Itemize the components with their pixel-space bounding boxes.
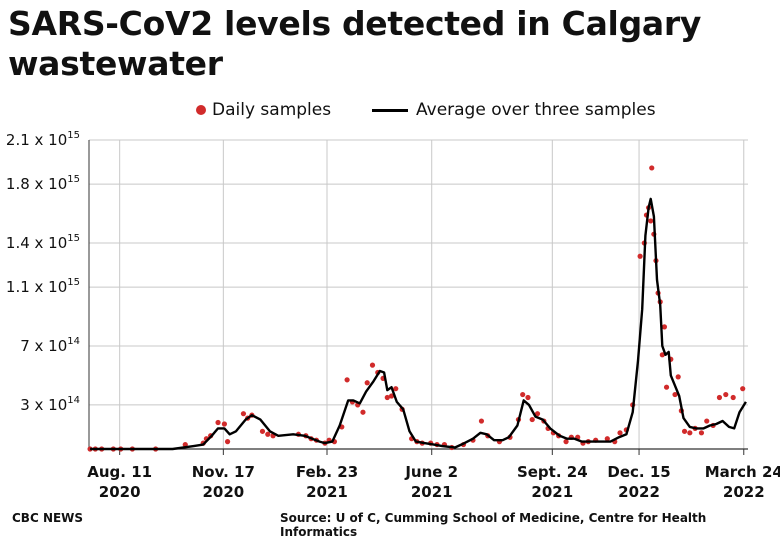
sample-point — [529, 416, 535, 423]
sample-point — [478, 418, 485, 424]
sample-point — [525, 394, 531, 401]
sample-point — [675, 374, 681, 380]
x-tick-year-label: 2020 — [202, 483, 244, 501]
sample-point — [681, 428, 688, 434]
sample-point — [388, 393, 395, 399]
source-label: Source: U of C, Cumming School of Medici… — [280, 511, 707, 539]
sample-point — [344, 377, 350, 383]
sample-point — [224, 439, 231, 445]
x-tick-year-label: 2022 — [723, 483, 765, 501]
sample-point — [393, 386, 399, 392]
x-tick-label: March 24 — [705, 463, 780, 481]
sample-point — [687, 430, 693, 436]
x-tick-year-label: 2021 — [411, 483, 453, 501]
sample-point — [384, 394, 390, 401]
sample-point — [364, 380, 370, 386]
sample-point — [648, 218, 654, 224]
legend-item-daily-samples: Daily samples — [196, 100, 331, 120]
credit-label: CBC NEWS — [12, 511, 84, 525]
sample-point — [704, 418, 710, 424]
x-tick-year-label: 2021 — [531, 483, 573, 501]
sample-point — [369, 362, 376, 368]
sample-point — [240, 411, 247, 417]
sample-point — [534, 411, 541, 417]
sample-point — [659, 352, 665, 358]
legend-label-average: Average over three samples — [416, 100, 656, 120]
x-tick-label: Feb. 23 — [296, 463, 358, 481]
x-tick-label: June 2 — [404, 463, 458, 481]
sample-point — [661, 324, 668, 330]
sample-point — [265, 431, 271, 437]
sample-point — [740, 386, 746, 392]
sample-point — [649, 165, 655, 171]
average-line — [90, 197, 747, 451]
sample-point — [716, 394, 723, 401]
chart-title: SARS-CoV2 levels detected in Calgary was… — [8, 4, 702, 83]
sample-point — [672, 391, 678, 398]
sample-point — [221, 421, 227, 427]
legend-label-daily-samples: Daily samples — [212, 100, 332, 120]
x-tick-year-label: 2021 — [306, 483, 348, 501]
x-tick-label: Nov. 17 — [192, 463, 255, 481]
y-tick-label: 7 x 1014 — [20, 336, 80, 355]
sample-point — [617, 430, 623, 436]
y-tick-label: 2.1 x 1015 — [6, 130, 80, 149]
y-tick-label: 1.4 x 1015 — [6, 233, 80, 252]
sample-point — [360, 409, 366, 415]
sample-point — [259, 428, 266, 434]
legend-line-icon — [372, 108, 408, 112]
sample-point — [215, 419, 221, 426]
sample-point — [604, 436, 610, 442]
sample-point — [637, 253, 643, 259]
sample-point — [87, 446, 93, 452]
sample-point — [730, 394, 736, 401]
sample-point — [563, 439, 569, 445]
y-tick-label: 1.1 x 1015 — [6, 277, 80, 296]
legend: Daily samples Average over three samples — [0, 100, 780, 124]
x-tick-year-label: 2020 — [99, 483, 141, 501]
sample-point — [663, 384, 670, 390]
sample-point — [520, 391, 526, 398]
x-tick-label: Sept. 24 — [517, 463, 588, 481]
legend-dot-icon — [196, 105, 206, 115]
legend-item-average: Average over three samples — [372, 100, 656, 120]
y-tick-label: 3 x 1014 — [20, 395, 80, 414]
y-tick-label: 1.8 x 1015 — [6, 174, 80, 193]
sample-point — [698, 430, 705, 436]
x-tick-year-label: 2022 — [618, 483, 660, 501]
x-tick-label: Aug. 11 — [87, 463, 152, 481]
x-tick-label: Dec. 15 — [607, 463, 670, 481]
sample-point — [723, 391, 729, 398]
